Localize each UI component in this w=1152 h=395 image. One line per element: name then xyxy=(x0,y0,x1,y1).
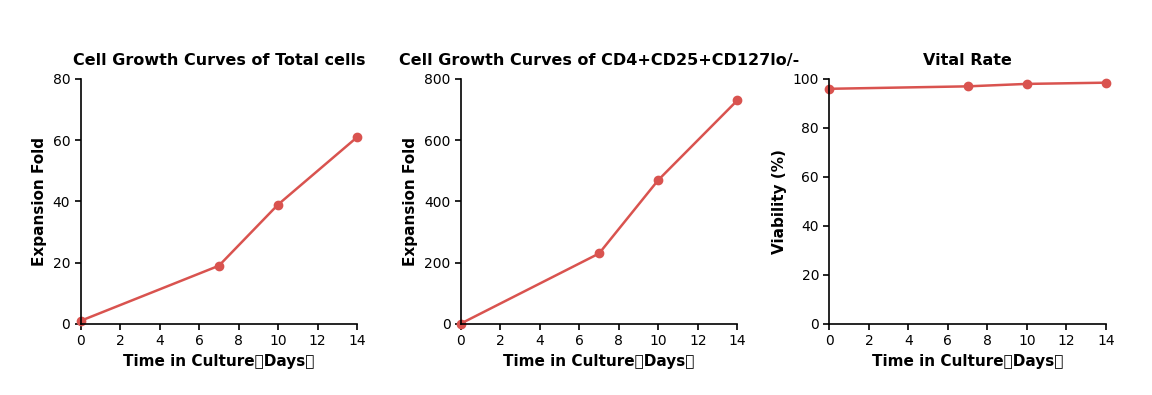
Title: Cell Growth Curves of Total cells: Cell Growth Curves of Total cells xyxy=(73,53,365,68)
X-axis label: Time in Culture（Days）: Time in Culture（Days） xyxy=(123,354,314,369)
Title: Cell Growth Curves of CD4+CD25+CD127lo/-: Cell Growth Curves of CD4+CD25+CD127lo/- xyxy=(399,53,799,68)
Y-axis label: Expansion Fold: Expansion Fold xyxy=(32,137,47,266)
Title: Vital Rate: Vital Rate xyxy=(923,53,1013,68)
X-axis label: Time in Culture（Days）: Time in Culture（Days） xyxy=(872,354,1063,369)
Y-axis label: Expansion Fold: Expansion Fold xyxy=(403,137,418,266)
Y-axis label: Viability (%): Viability (%) xyxy=(772,149,787,254)
X-axis label: Time in Culture（Days）: Time in Culture（Days） xyxy=(503,354,695,369)
